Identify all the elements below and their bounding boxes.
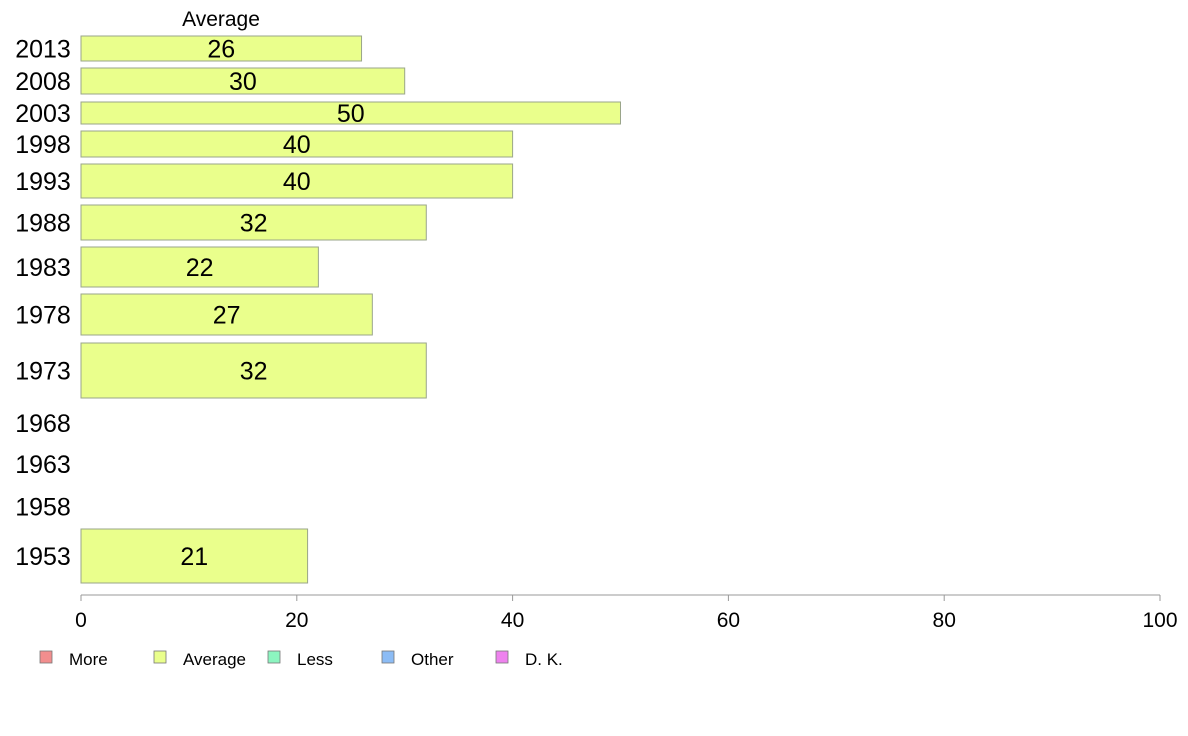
bar <box>80 67 406 95</box>
legend-swatch <box>153 650 167 664</box>
bar <box>80 246 319 288</box>
bar-value-label: 30 <box>229 68 257 96</box>
bar-value-label: 27 <box>213 302 241 330</box>
bar-value-label: 40 <box>283 168 311 196</box>
year-label: 1983 <box>15 254 71 282</box>
legend-label: Other <box>411 650 454 669</box>
bar-value-label: 21 <box>180 543 208 571</box>
year-label: 1958 <box>15 494 71 522</box>
legend-label: Less <box>297 650 333 669</box>
x-tick-label: 80 <box>933 609 956 632</box>
legend-swatch <box>495 650 509 664</box>
year-label: 1978 <box>15 302 71 330</box>
legend: More Average Less Other D. K. <box>39 650 563 669</box>
bar <box>80 163 514 199</box>
x-tick-label: 60 <box>717 609 740 632</box>
year-label: 1993 <box>15 168 71 196</box>
bar <box>80 35 363 62</box>
year-label: 2003 <box>15 100 71 128</box>
legend-swatch <box>39 650 53 664</box>
legend-swatch <box>267 650 281 664</box>
bar <box>80 293 373 336</box>
year-label: 1963 <box>15 451 71 479</box>
year-label: 1988 <box>15 210 71 238</box>
legend-label: D. K. <box>525 650 563 669</box>
series-title: Average <box>182 8 260 31</box>
x-tick-label: 40 <box>501 609 524 632</box>
legend-label: Average <box>183 650 246 669</box>
legend-label: More <box>69 650 108 669</box>
bar-value-label: 40 <box>283 131 311 159</box>
bar-value-label: 22 <box>186 254 214 282</box>
year-label: 1998 <box>15 131 71 159</box>
year-labels-group: 2013 2008 2003 1998 1993 1988 1983 1978 1973 1968… <box>15 36 71 572</box>
year-label: 1973 <box>15 358 71 386</box>
year-label: 1968 <box>15 410 71 438</box>
year-label: 2008 <box>15 68 71 96</box>
bar-value-label: 26 <box>207 36 235 64</box>
bar <box>80 342 427 399</box>
x-axis: 0 20 40 60 80 100 <box>75 594 1178 632</box>
bar <box>80 130 514 158</box>
x-tick-label: 100 <box>1142 609 1177 632</box>
bar-value-label: 32 <box>240 210 268 238</box>
bar <box>80 528 309 584</box>
bar-value-label: 32 <box>240 358 268 386</box>
bar-value-label: 50 <box>337 100 365 128</box>
x-tick-label: 0 <box>75 609 87 632</box>
year-label: 2013 <box>15 36 71 64</box>
bar <box>80 101 621 125</box>
bars-group: 26 30 50 40 40 32 22 27 32 21 <box>80 35 621 584</box>
legend-swatch <box>381 650 395 664</box>
x-tick-label: 20 <box>285 609 308 632</box>
bar <box>80 204 427 241</box>
year-label: 1953 <box>15 543 71 571</box>
